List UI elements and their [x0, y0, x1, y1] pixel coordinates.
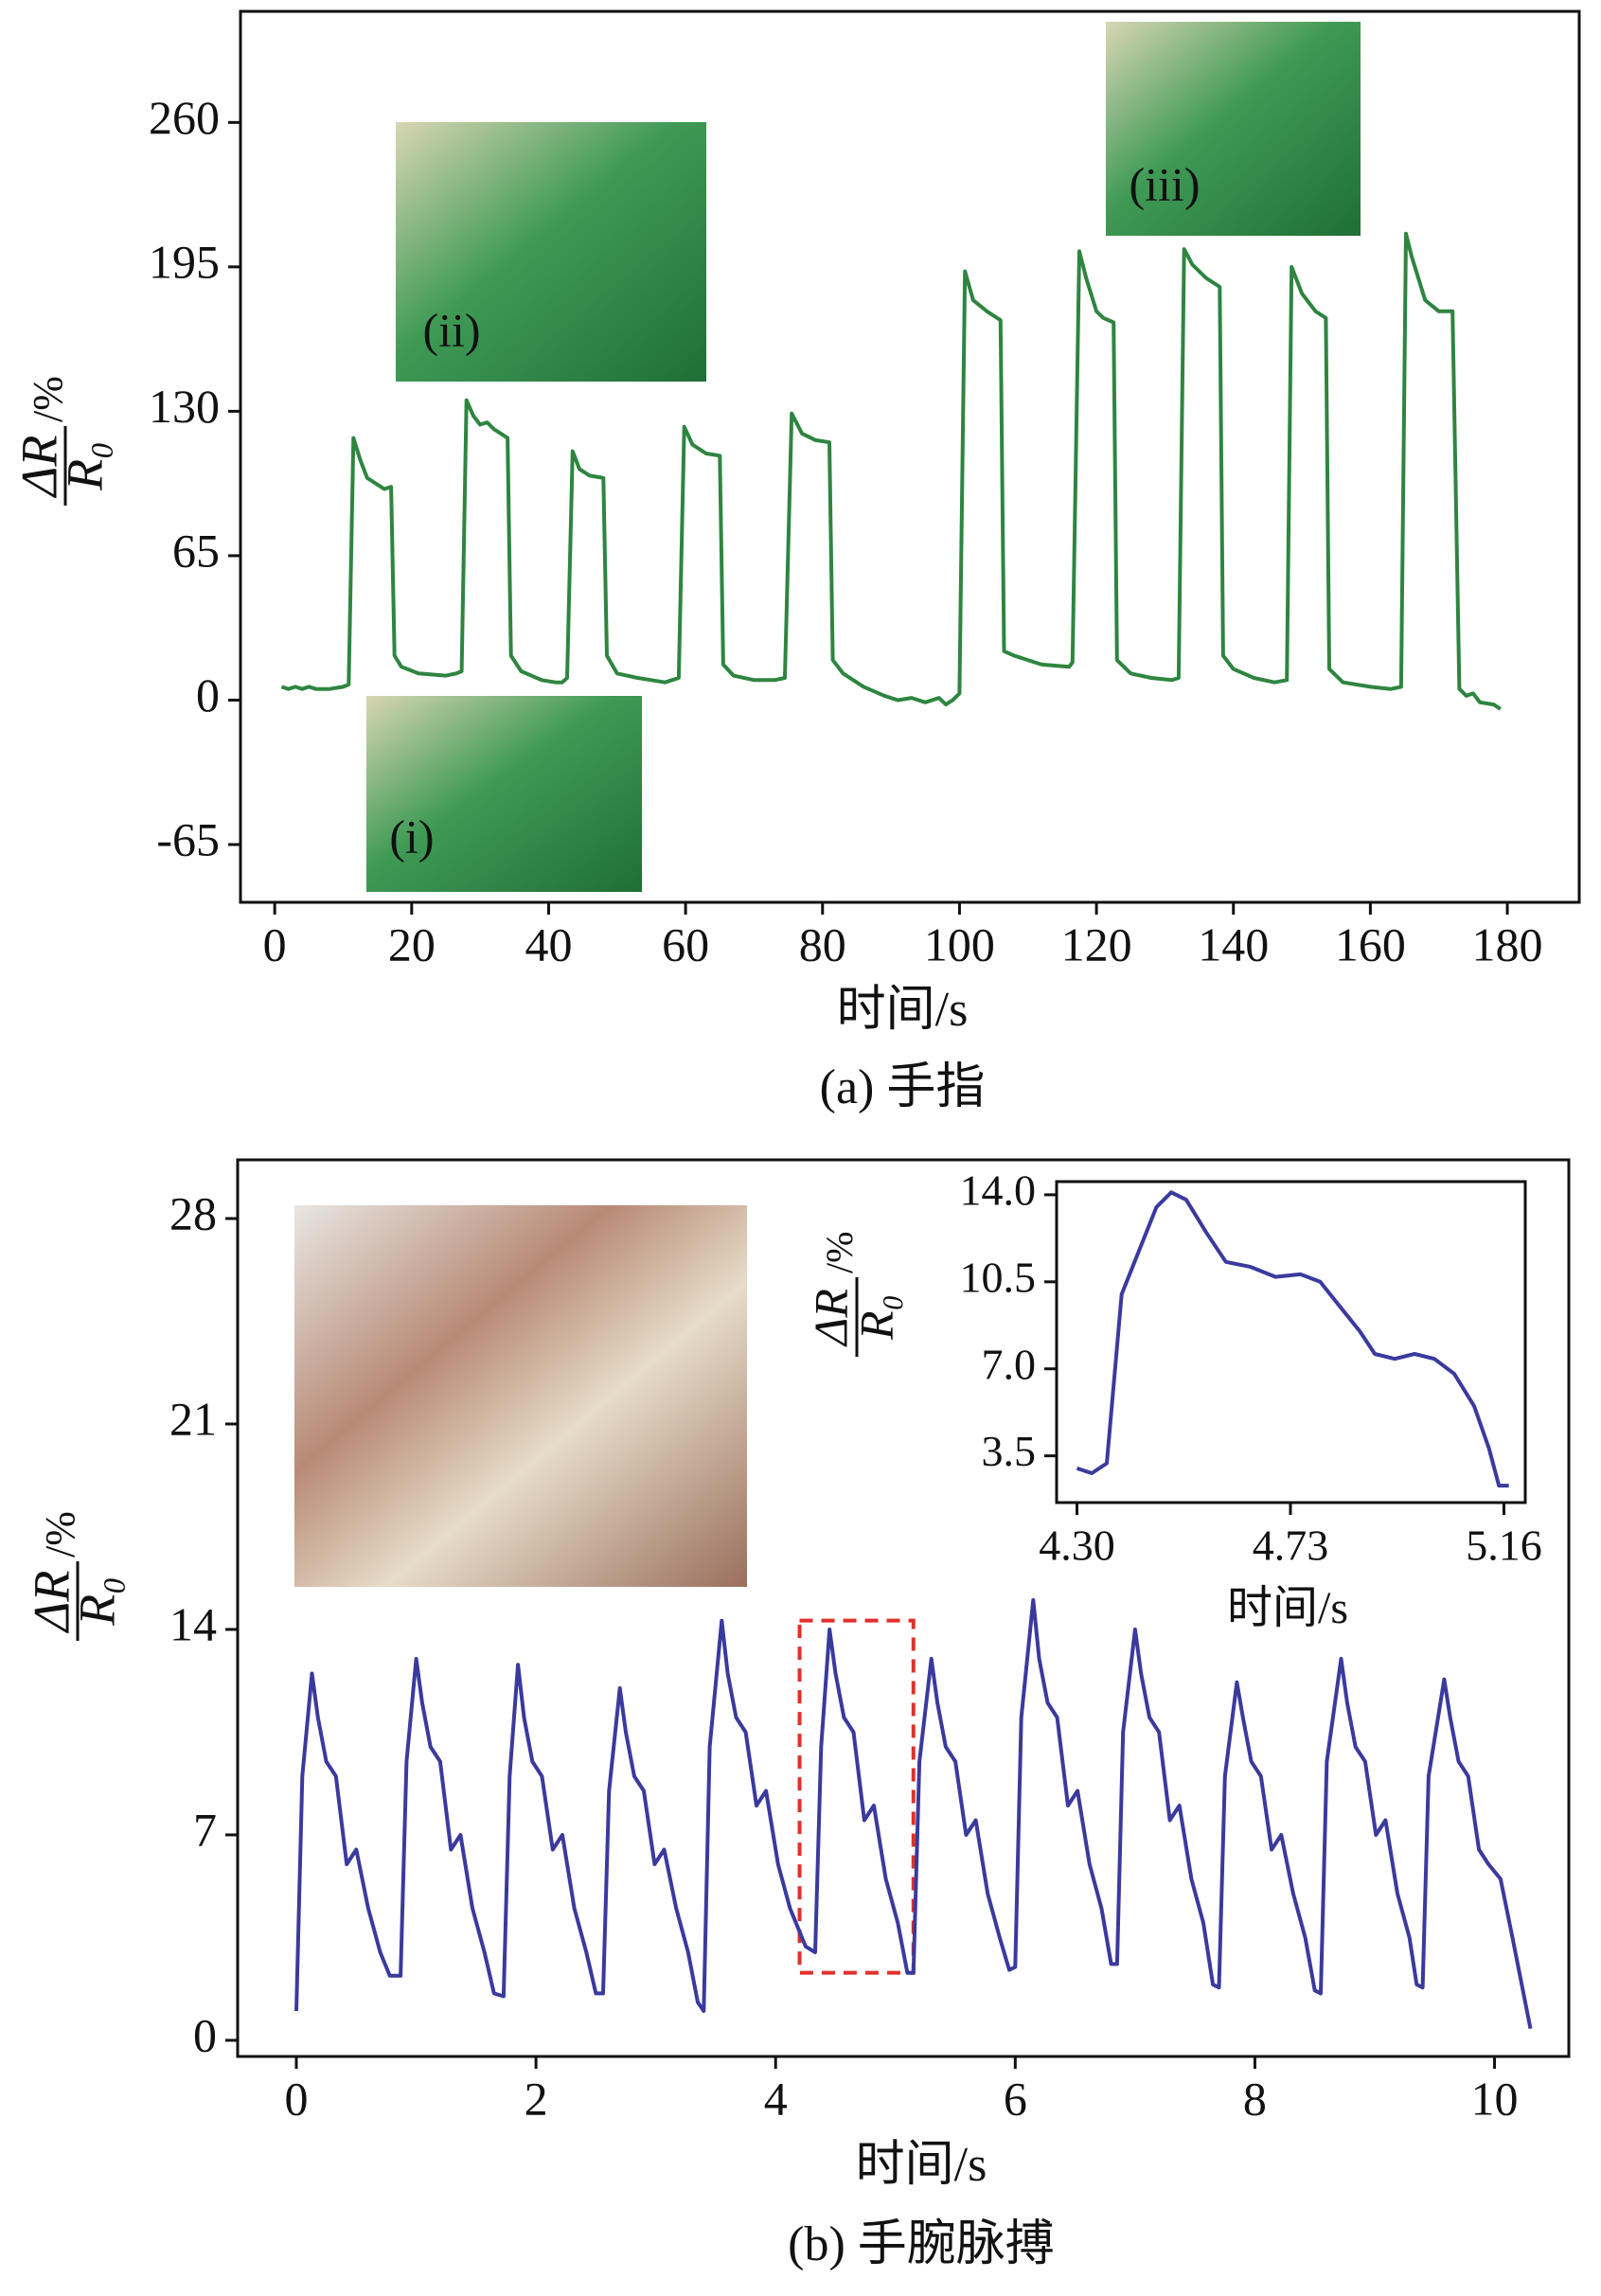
- y-tick-label: 14: [169, 1597, 217, 1650]
- x-axis-label: 时间/s: [1227, 1583, 1348, 1633]
- y-label-numerator: ΔR: [10, 436, 67, 499]
- x-axis-label: 时间/s: [856, 2138, 987, 2192]
- photo-label: (iii): [1130, 157, 1201, 210]
- caption: (b) 手腕脉搏: [788, 2217, 1055, 2271]
- data-line: [280, 231, 1502, 711]
- x-tick-label: 20: [388, 917, 436, 970]
- x-tick-label: 0: [263, 917, 287, 970]
- y-label-unit: /%: [37, 1511, 83, 1557]
- data-line: [1076, 1190, 1509, 1488]
- inset-background: [1057, 1182, 1525, 1503]
- x-tick-label: 180: [1472, 917, 1543, 970]
- photo: [294, 1205, 747, 1587]
- x-tick-label: 2: [525, 2072, 548, 2125]
- y-tick-label: 65: [172, 524, 220, 577]
- y-tick-label: 260: [149, 91, 220, 144]
- photo-label: (i): [389, 810, 434, 863]
- y-tick-label: 21: [169, 1392, 217, 1445]
- x-tick-label: 4: [764, 2072, 788, 2125]
- y-tick-label: 0: [196, 668, 220, 721]
- y-tick-label: 7.0: [982, 1340, 1037, 1388]
- y-tick-label: -65: [156, 812, 220, 865]
- x-tick-label: 160: [1335, 917, 1406, 970]
- axes-frame: [239, 9, 1581, 904]
- y-label-unit: /%: [818, 1232, 861, 1273]
- caption: (a) 手指: [820, 1060, 986, 1114]
- x-tick-label: 8: [1243, 2072, 1267, 2125]
- photo-label: (ii): [422, 303, 480, 356]
- y-label-numerator: ΔR: [804, 1289, 857, 1347]
- y-label-denominator: R₀: [56, 441, 113, 491]
- highlight-box: [797, 1618, 916, 1975]
- x-tick-label: 100: [924, 917, 995, 970]
- x-tick-label: 120: [1061, 917, 1132, 970]
- y-label-unit: /%: [25, 376, 71, 422]
- x-tick-label: 60: [662, 917, 709, 970]
- y-tick-label: 7: [193, 1803, 217, 1856]
- y-tick-label: 0: [193, 2008, 217, 2061]
- x-tick-label: 4.73: [1253, 1522, 1329, 1570]
- x-tick-label: 80: [799, 917, 846, 970]
- photo: [366, 696, 642, 892]
- y-tick-label: 14.0: [960, 1166, 1037, 1214]
- x-tick-label: 5.16: [1466, 1522, 1542, 1570]
- photo: [396, 122, 706, 382]
- x-tick-label: 10: [1471, 2072, 1519, 2125]
- data-line: [294, 1598, 1533, 2029]
- x-axis-label: 时间/s: [837, 983, 969, 1037]
- y-label-denominator: R₀: [849, 1294, 902, 1341]
- y-tick-label: 130: [149, 380, 220, 433]
- y-label-numerator: ΔR: [23, 1571, 80, 1634]
- x-tick-label: 4.30: [1039, 1522, 1115, 1570]
- y-tick-label: 3.5: [982, 1427, 1037, 1475]
- y-tick-label: 195: [149, 235, 220, 288]
- y-label-denominator: R₀: [68, 1576, 125, 1627]
- x-tick-label: 40: [525, 917, 572, 970]
- y-tick-label: 10.5: [960, 1253, 1037, 1301]
- axes-frame: [236, 1158, 1571, 2058]
- x-tick-label: 140: [1198, 917, 1269, 970]
- x-tick-label: 6: [1004, 2072, 1027, 2125]
- y-tick-label: 28: [169, 1186, 217, 1239]
- photo: [1106, 22, 1361, 236]
- x-tick-label: 0: [285, 2072, 309, 2125]
